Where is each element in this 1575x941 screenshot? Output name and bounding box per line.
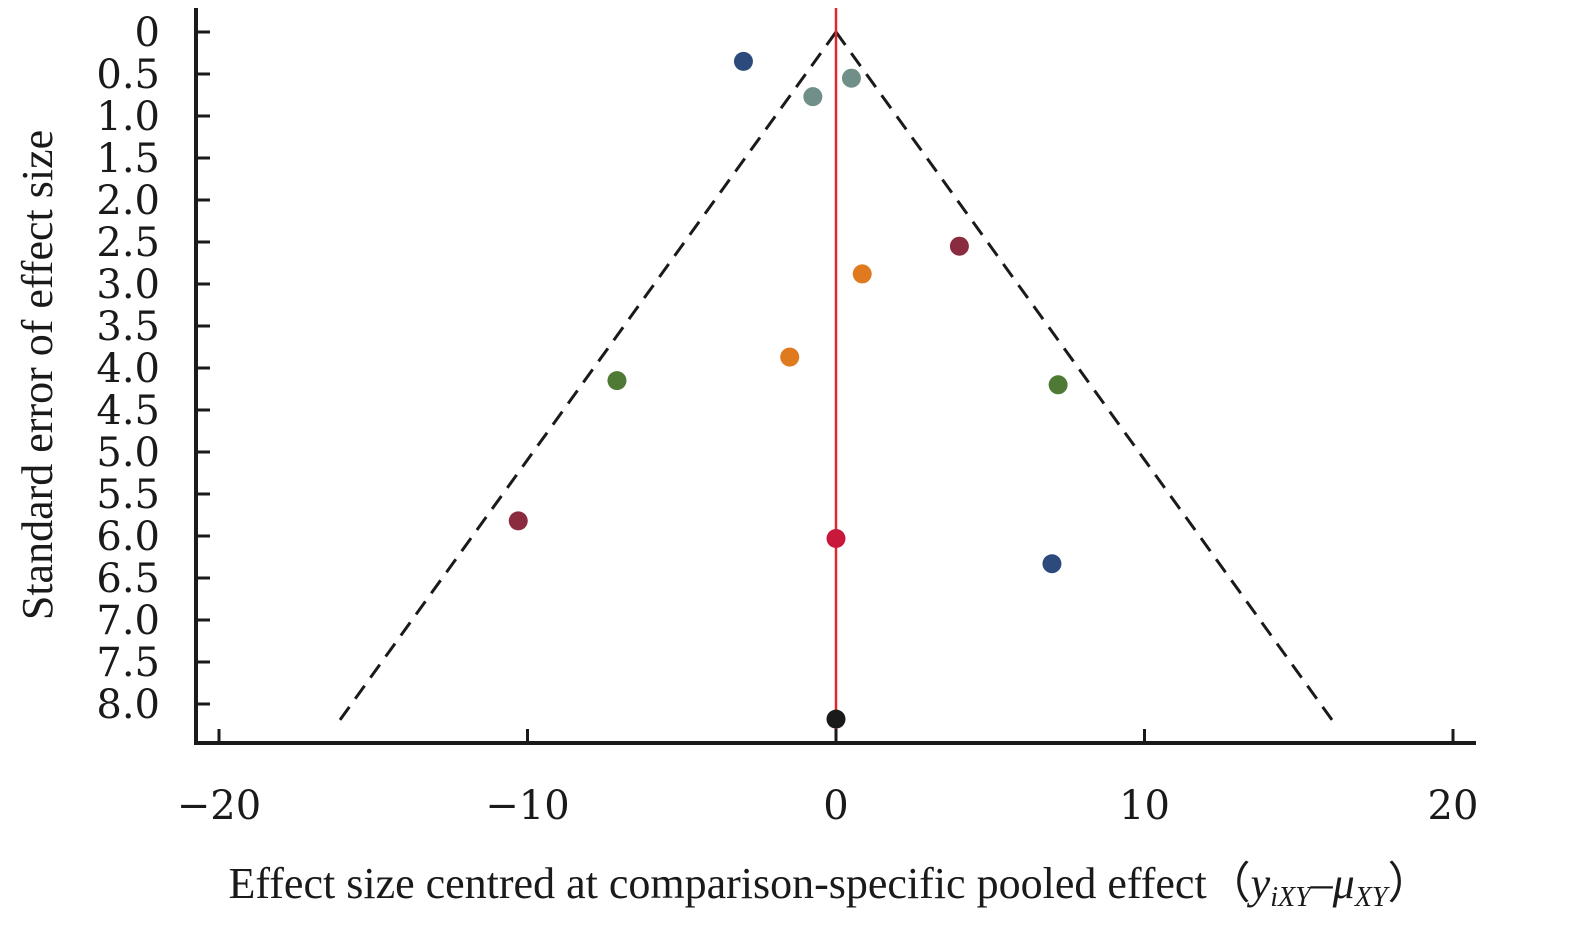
data-point-4 [949,236,969,256]
y-tick-label: 3.0 [96,262,160,308]
data-point-8 [1048,375,1068,395]
y-tick-label: 4.0 [96,346,160,392]
y-tick-label: 4.5 [96,388,160,434]
plot-points-layer [508,51,1068,729]
x-tick-label: −20 [177,783,261,829]
data-point-1 [733,51,753,71]
plot-lines-layer [338,8,1334,743]
x-axis-symbol-mu-sub: XY [1354,882,1391,913]
y-tick-label: 5.5 [96,472,160,518]
y-tick-label: 1.0 [96,94,160,140]
x-axis-symbol-y: y [1247,859,1271,908]
data-point-10 [826,529,846,549]
x-tick-label: 0 [823,783,848,829]
data-point-6 [780,347,800,367]
y-tick-label: 5.0 [96,430,160,476]
x-tick-label: 10 [1119,783,1170,829]
y-tick-label: 7.0 [96,598,160,644]
data-point-11 [1042,554,1062,574]
y-axis-title: Standard error of effect size [13,130,62,620]
x-axis-close-paren: ） [1387,859,1431,908]
y-tick-label: 8.0 [96,682,160,728]
x-tick-label: 20 [1428,783,1479,829]
x-axis-title-text: Effect size centred at comparison-specif… [229,859,1207,908]
x-axis-title: Effect size centred at comparison-specif… [229,859,1432,913]
data-point-7 [607,371,627,391]
data-point-9 [508,511,528,531]
x-axis-symbol-mu: μ [1332,859,1355,908]
data-point-12 [826,709,846,729]
y-tick-label: 7.5 [96,640,160,686]
x-axis-symbol-y-sub: iXY [1270,882,1314,913]
y-tick-label: 0.5 [96,52,160,98]
y-tick-label: 6.0 [96,514,160,560]
y-tick-label: 1.5 [96,136,160,182]
x-axis-minus: – [1310,859,1334,908]
funnel-left-line [338,31,838,722]
axes-layer [194,8,1476,745]
y-tick-label: 6.5 [96,556,160,602]
data-point-5 [852,264,872,284]
y-tick-label: 2.5 [96,220,160,266]
y-tick-label: 3.5 [96,304,160,350]
tick-labels-layer: 00.51.01.52.02.53.03.54.04.55.05.56.06.5… [96,10,1478,829]
x-tick-label: −10 [485,783,569,829]
data-point-3 [803,87,823,107]
y-tick-label: 2.0 [96,178,160,224]
y-tick-label: 0 [135,10,160,56]
x-axis-open-paren: （ [1207,859,1251,908]
funnel-right-line [834,31,1334,722]
data-point-2 [841,68,861,88]
